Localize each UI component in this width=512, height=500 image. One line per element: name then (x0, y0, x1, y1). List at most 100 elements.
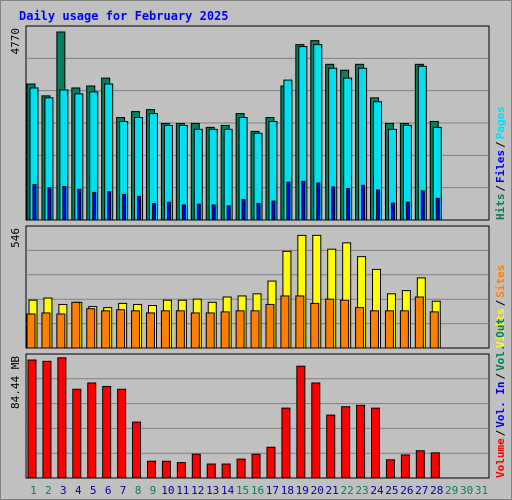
legend-item: Hits (494, 194, 507, 221)
legend-item: / (494, 299, 507, 306)
bar-volume (132, 421, 142, 479)
day-label: 31 (475, 484, 488, 497)
bar-sites (250, 310, 260, 349)
bar-volume (176, 462, 186, 479)
day-label: 29 (445, 484, 458, 497)
bar-sites (160, 310, 170, 349)
bar-volume (326, 414, 336, 479)
day-label: 9 (150, 484, 157, 497)
bar-files (196, 203, 201, 221)
day-label: 23 (355, 484, 368, 497)
bar-files (376, 189, 381, 221)
day-label: 16 (251, 484, 264, 497)
bar-files (166, 201, 171, 221)
bar-files (346, 187, 351, 221)
bar-files (271, 200, 276, 221)
bar-volume (117, 388, 127, 479)
day-label: 19 (296, 484, 309, 497)
bar-sites (325, 298, 335, 349)
bar-files (62, 185, 67, 221)
legend-item: Vol. In (494, 381, 507, 427)
bar-files (435, 197, 440, 221)
bar-files (122, 193, 127, 221)
bar-files (420, 190, 425, 221)
legend-item: Sites (494, 265, 507, 298)
bar-volume (251, 453, 261, 479)
y-max-label: 84.44 MB (9, 356, 22, 409)
bar-sites (190, 312, 200, 349)
bar-sites (265, 303, 275, 349)
legend-item: / (494, 185, 507, 192)
bar-volume (430, 452, 440, 479)
bar-volume (341, 406, 351, 479)
day-label: 28 (430, 484, 443, 497)
y-max-label: 546 (9, 228, 22, 248)
day-label: 7 (120, 484, 127, 497)
bar-files (92, 191, 97, 221)
bar-volume (371, 407, 381, 479)
day-label: 11 (176, 484, 189, 497)
bar-sites (340, 299, 350, 349)
bar-volume (191, 453, 201, 479)
day-label: 13 (206, 484, 219, 497)
day-label: 12 (191, 484, 204, 497)
bar-sites (429, 311, 439, 349)
bar-sites (26, 313, 36, 349)
day-label: 17 (266, 484, 279, 497)
bar-files (226, 205, 231, 221)
legend-item: Files (494, 150, 507, 183)
bar-sites (370, 310, 380, 349)
bar-files (301, 180, 306, 221)
day-label: 25 (385, 484, 398, 497)
bar-files (331, 186, 336, 221)
bar-files (151, 202, 156, 221)
day-label: 24 (370, 484, 384, 497)
bar-volume (146, 460, 156, 479)
day-label: 18 (281, 484, 294, 497)
day-label: 6 (105, 484, 112, 497)
y-max-label: 4770 (9, 28, 22, 55)
day-label: 27 (415, 484, 428, 497)
bar-volume (400, 454, 410, 479)
day-label: 26 (400, 484, 413, 497)
legend-item: / (494, 429, 507, 436)
bar-sites (86, 308, 96, 349)
day-label: 14 (221, 484, 235, 497)
bar-files (107, 191, 112, 221)
bar-sites (71, 301, 81, 349)
day-label: 10 (161, 484, 174, 497)
day-label: 15 (236, 484, 249, 497)
bar-sites (145, 312, 155, 349)
bar-volume (415, 450, 425, 479)
day-label: 21 (326, 484, 339, 497)
bar-volume (296, 365, 306, 479)
bar-sites (175, 310, 185, 349)
bar-volume (42, 360, 52, 479)
bar-sites (414, 296, 424, 349)
bar-sites (41, 312, 51, 349)
bar-files (211, 204, 216, 221)
bar-volume (311, 382, 321, 479)
legend-item: / (494, 373, 507, 380)
bar-sites (399, 310, 409, 349)
legend-item: Vol. Out (494, 318, 507, 371)
day-label: 30 (460, 484, 473, 497)
day-label: 4 (75, 484, 82, 497)
legend-item: Pages (494, 106, 507, 139)
day-label: 3 (60, 484, 67, 497)
bar-sites (280, 295, 290, 349)
bar-sites (295, 295, 305, 349)
bar-files (137, 195, 142, 221)
bar-files (256, 202, 261, 221)
bar-volume (356, 404, 366, 479)
day-label: 8 (135, 484, 142, 497)
bar-files (361, 184, 366, 221)
bar-volume (236, 458, 246, 479)
bar-sites (235, 310, 245, 349)
legend-item: Visits (494, 308, 507, 348)
bar-files (77, 188, 82, 221)
bar-sites (101, 310, 111, 349)
bar-sites (384, 310, 394, 349)
bar-files (241, 199, 246, 221)
